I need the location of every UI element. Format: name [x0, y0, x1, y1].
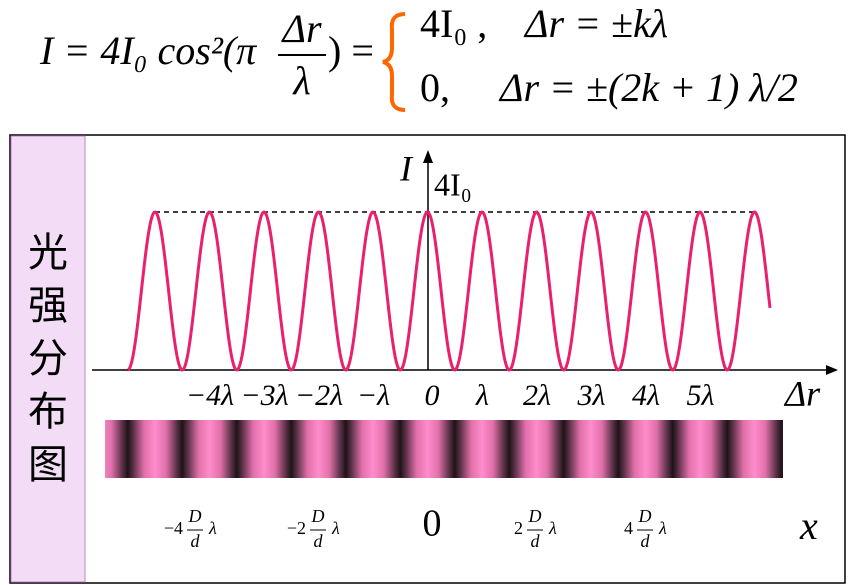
frame: [9, 134, 846, 584]
side-char: 强: [28, 283, 68, 329]
tick-label: 0: [425, 379, 440, 412]
screen-coef: 2: [514, 518, 523, 538]
tick-label: 4λ: [632, 379, 660, 412]
case2: 0,: [420, 65, 450, 110]
formula-denominator: λ: [292, 58, 310, 103]
screen-den: d: [641, 531, 651, 551]
tick-label: −2λ: [295, 379, 343, 412]
fringe-pattern: [105, 420, 783, 478]
formula-lhs: I = 4I₀ cos²(π: [39, 28, 257, 73]
screen-num: D: [638, 506, 652, 526]
screen-den: d: [531, 531, 541, 551]
y-label: I: [399, 148, 414, 188]
screen-axis-label: x: [799, 503, 818, 548]
screen-coef: 4: [624, 518, 633, 538]
screen-coef: −2: [287, 518, 306, 538]
screen-coef: −4: [164, 518, 183, 538]
x-arrow: [826, 365, 838, 375]
screen-den: d: [191, 531, 201, 551]
case1-condition: Δr = ±kλ: [523, 1, 668, 46]
screen-num: D: [188, 506, 202, 526]
screen-unit: λ: [331, 518, 340, 538]
tick-label: λ: [475, 379, 489, 412]
intensity-curve: [127, 210, 772, 372]
brace: [382, 12, 406, 112]
side-panel: [10, 135, 86, 583]
formula-rhs: ) =: [328, 28, 374, 73]
screen-unit: λ: [548, 518, 557, 538]
side-char: 布: [28, 389, 68, 435]
screen-den: d: [314, 531, 324, 551]
tick-label: 3λ: [577, 379, 606, 412]
tick-label: −4λ: [186, 379, 234, 412]
case2-condition: Δr = ±(2k + 1) λ/2: [498, 65, 798, 110]
case1: 4I₀ ,: [420, 1, 487, 46]
side-char: 光: [28, 230, 68, 276]
screen-unit: λ: [208, 518, 217, 538]
tick-label: −λ: [357, 379, 390, 412]
y-arrow: [423, 150, 433, 163]
peak-label: 4I₀: [434, 166, 472, 202]
tick-label: −3λ: [240, 379, 288, 412]
screen-num: D: [528, 506, 542, 526]
screen-num: D: [311, 506, 325, 526]
tick-label: 5λ: [687, 379, 715, 412]
screen-unit: λ: [658, 518, 667, 538]
screen-label: 0: [423, 503, 442, 545]
formula-numerator: Δr: [280, 6, 321, 51]
x-label: Δr: [783, 373, 821, 413]
side-char: 分: [28, 336, 68, 382]
tick-label: 2λ: [523, 379, 551, 412]
side-char: 图: [28, 442, 68, 488]
